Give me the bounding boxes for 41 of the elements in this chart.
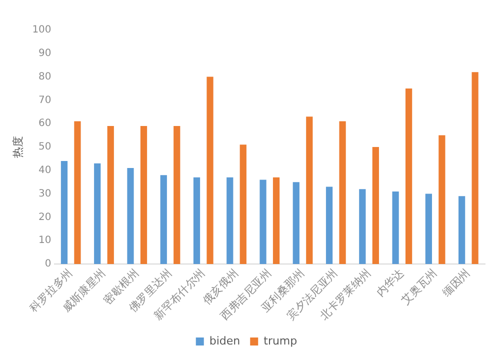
bar	[392, 191, 399, 264]
legend-label: biden	[209, 334, 240, 348]
bar	[359, 189, 366, 264]
y-tick-label: 90	[38, 48, 52, 59]
bar	[107, 126, 114, 264]
bar	[140, 126, 148, 264]
bar	[372, 147, 379, 264]
y-tick-label: 100	[32, 24, 52, 36]
bar	[174, 126, 180, 264]
y-tick-label: 0	[44, 258, 52, 270]
bar	[425, 194, 432, 264]
bar	[405, 88, 412, 264]
bar	[260, 180, 266, 264]
x-tick-label: 缅因州	[440, 266, 473, 300]
y-tick-label: 60	[38, 118, 52, 130]
bar	[458, 196, 466, 264]
bar	[127, 168, 134, 264]
bar	[438, 135, 446, 264]
y-tick-label: 10	[38, 235, 52, 246]
bar	[60, 161, 68, 264]
bar	[472, 72, 478, 264]
y-tick-label: 30	[38, 188, 52, 200]
bar	[226, 177, 234, 264]
y-tick-label: 40	[38, 164, 52, 176]
bar	[94, 163, 101, 264]
y-tick-label: 50	[38, 142, 52, 153]
y-tick-label: 70	[38, 94, 52, 106]
bar	[306, 116, 313, 264]
bar	[206, 76, 214, 264]
y-tick-label: 20	[38, 212, 52, 223]
legend-label: trump	[264, 334, 298, 348]
y-tick-label: 80	[38, 71, 52, 82]
bar	[240, 144, 246, 264]
y-axis-title: 热度	[11, 136, 24, 158]
bar	[292, 182, 300, 264]
bar	[339, 121, 346, 264]
bar	[272, 177, 280, 264]
bar	[160, 175, 167, 264]
bar	[74, 121, 81, 264]
bar	[326, 186, 333, 264]
bar	[193, 177, 200, 264]
